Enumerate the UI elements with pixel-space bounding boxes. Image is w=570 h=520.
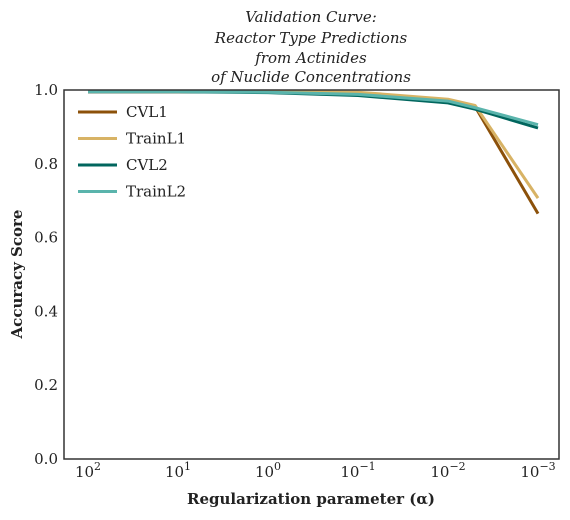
x-tick-label: 100 [255, 460, 281, 481]
y-tick-label: 0.8 [34, 155, 58, 173]
legend-label-cvl1: CVL1 [126, 103, 168, 121]
x-axis-label: Regularization parameter (α) [187, 490, 435, 508]
y-axis-ticks: 0.0 0.2 0.4 0.6 0.8 1.0 [34, 81, 58, 468]
x-tick-label: 102 [75, 460, 101, 481]
x-tick-exponent: 1 [184, 460, 191, 473]
x-tick-exponent: −3 [539, 460, 555, 473]
legend-label-trainl1: TrainL1 [126, 130, 186, 148]
x-tick-base: 10 [75, 463, 94, 481]
title-line-2: Reactor Type Predictions [214, 29, 408, 47]
x-tick-exponent: −2 [449, 460, 465, 473]
y-tick-label: 1.0 [34, 81, 58, 99]
x-tick-base: 10 [430, 463, 449, 481]
x-tick-label: 10−1 [340, 460, 375, 481]
x-tick-exponent: 0 [274, 460, 281, 473]
legend-label-cvl2: CVL2 [126, 156, 168, 174]
plot-frame [63, 89, 560, 460]
legend: CVL1 TrainL1 CVL2 TrainL2 [78, 103, 186, 201]
legend-label-trainl2: TrainL2 [126, 183, 186, 201]
x-tick-base: 10 [340, 463, 359, 481]
y-tick-label: 0.0 [34, 450, 58, 468]
series-lines [88, 90, 540, 215]
x-tick-base: 10 [165, 463, 184, 481]
x-tick-base: 10 [520, 463, 539, 481]
x-tick-label: 10−2 [430, 460, 465, 481]
series-line-trainl2 [88, 90, 539, 127]
x-tick-label: 10−3 [520, 460, 555, 481]
chart-title: Validation Curve: Reactor Type Predictio… [211, 8, 411, 86]
x-tick-exponent: 2 [94, 460, 101, 473]
y-tick-label: 0.4 [34, 302, 58, 320]
y-tick-label: 0.2 [34, 376, 58, 394]
y-tick-label: 0.6 [34, 229, 58, 247]
y-axis-label: Accuracy Score [8, 210, 26, 340]
title-line-4: of Nuclide Concentrations [211, 68, 411, 86]
x-axis-ticks: 102 101 100 10−1 10−2 10−3 [75, 460, 556, 481]
x-tick-exponent: −1 [359, 460, 375, 473]
title-line-1: Validation Curve: [245, 8, 377, 26]
x-tick-base: 10 [255, 463, 274, 481]
title-line-3: from Actinides [254, 49, 367, 67]
x-tick-label: 101 [165, 460, 191, 481]
